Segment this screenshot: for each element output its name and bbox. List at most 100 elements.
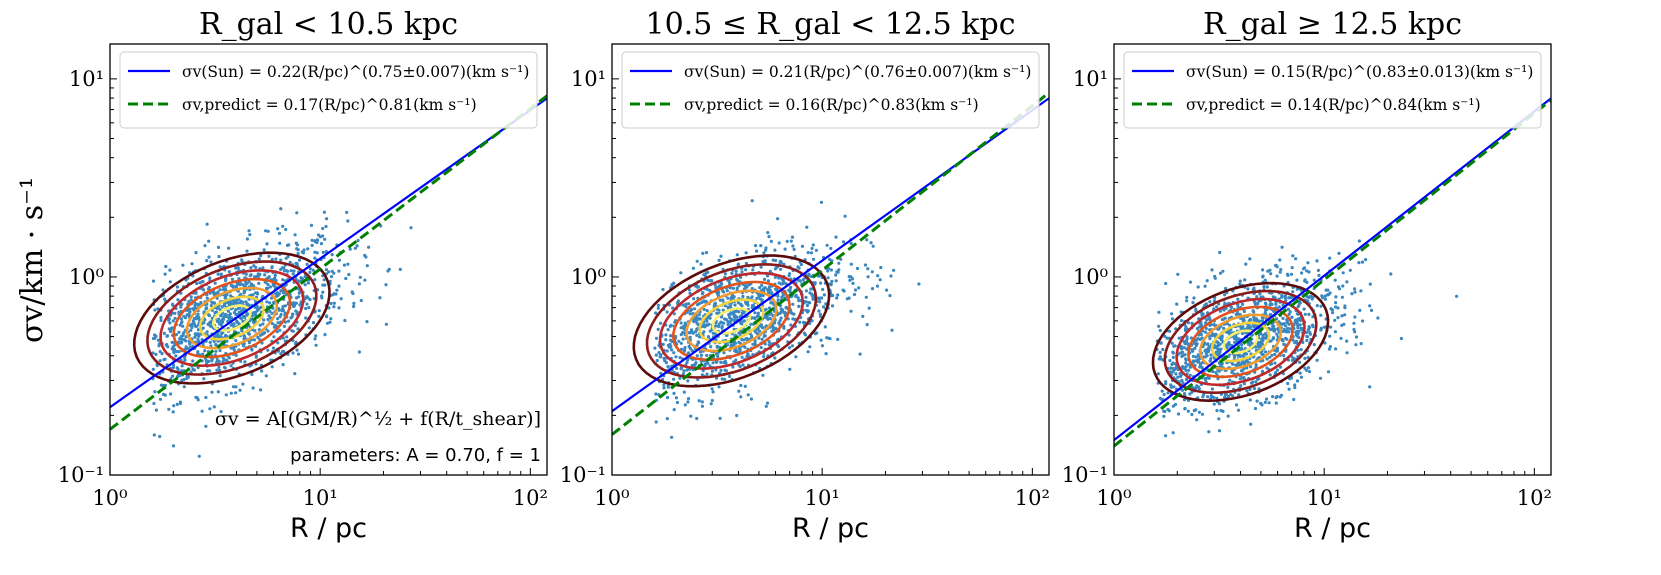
data-point: [1184, 340, 1188, 344]
data-point: [1172, 385, 1176, 389]
data-point: [1272, 329, 1277, 333]
data-point: [1245, 352, 1249, 356]
data-point: [745, 336, 749, 341]
contour-line: [1222, 329, 1259, 355]
data-point: [706, 270, 710, 274]
data-point: [282, 266, 286, 270]
data-point: [723, 368, 727, 372]
data-point: [296, 352, 301, 356]
data-point: [1271, 337, 1275, 341]
data-point: [1170, 370, 1174, 374]
data-point: [297, 291, 301, 295]
data-point: [755, 249, 759, 253]
data-point: [1246, 287, 1250, 291]
data-point: [196, 337, 200, 341]
data-point: [659, 355, 663, 359]
data-point: [735, 413, 739, 418]
data-point: [1343, 313, 1347, 317]
data-point: [1173, 402, 1178, 407]
legend-label: σv(Sun) = 0.15(R/pc)^(0.83±0.013)(km s⁻¹…: [1186, 63, 1533, 81]
data-point: [251, 386, 255, 390]
data-point: [797, 304, 801, 308]
data-point: [1299, 348, 1303, 352]
data-point: [1264, 397, 1269, 401]
data-point: [275, 294, 279, 298]
data-point: [917, 282, 921, 286]
data-point: [686, 400, 690, 404]
data-point: [714, 368, 718, 372]
data-point: [686, 397, 691, 401]
data-point: [1296, 348, 1300, 352]
data-point: [173, 311, 177, 315]
data-point: [268, 309, 272, 313]
data-point: [1308, 330, 1312, 335]
data-point: [278, 328, 282, 332]
data-point: [344, 276, 348, 281]
data-point: [158, 434, 162, 439]
data-point: [789, 239, 793, 243]
data-point: [321, 250, 325, 254]
data-point: [1283, 324, 1288, 328]
data-point: [283, 304, 288, 308]
data-point: [730, 271, 734, 275]
data-point: [1242, 367, 1246, 371]
data-point: [1212, 402, 1216, 406]
data-point: [282, 269, 287, 273]
data-point: [206, 322, 210, 326]
data-point: [662, 383, 666, 387]
contour-line: [1187, 305, 1294, 379]
data-point: [821, 287, 825, 292]
predict-line: [612, 91, 1049, 436]
data-point: [204, 395, 208, 400]
axes-frame: [1113, 43, 1552, 476]
data-point: [674, 396, 679, 400]
data-point: [760, 337, 764, 341]
data-point: [837, 261, 841, 265]
data-point: [811, 257, 816, 261]
data-point: [234, 391, 238, 395]
contour-line: [632, 254, 831, 388]
data-point: [1226, 414, 1230, 418]
data-point: [1319, 304, 1323, 308]
data-point: [1195, 418, 1199, 422]
data-point: [337, 269, 341, 273]
data-point: [735, 253, 739, 257]
data-point: [357, 350, 361, 354]
data-point: [249, 273, 253, 277]
data-point: [1303, 266, 1307, 270]
data-point: [731, 365, 735, 369]
data-point: [661, 287, 665, 292]
data-point: [352, 304, 356, 309]
data-point: [205, 369, 209, 373]
data-point: [755, 296, 759, 300]
data-point: [683, 403, 687, 407]
data-point: [890, 328, 894, 332]
data-point: [1210, 333, 1214, 337]
x-tick-label: 10²: [1015, 486, 1050, 510]
data-point: [1354, 335, 1359, 339]
data-point: [1298, 317, 1302, 321]
data-point: [167, 317, 171, 321]
data-point: [1311, 325, 1315, 329]
data-point: [1303, 366, 1307, 370]
data-point: [1340, 295, 1344, 299]
data-point: [203, 349, 207, 353]
contour-line: [172, 277, 292, 359]
x-tick-label: 10¹: [805, 486, 840, 510]
data-point: [279, 352, 283, 356]
data-point: [1291, 358, 1295, 363]
data-point: [216, 334, 220, 338]
data-point: [181, 263, 185, 267]
data-point: [188, 307, 192, 311]
legend-label: σv(Sun) = 0.22(R/pc)^(0.75±0.007)(km s⁻¹…: [182, 63, 529, 81]
data-point: [1303, 312, 1307, 316]
data-point: [332, 301, 336, 305]
data-point: [681, 303, 685, 307]
data-point: [1278, 365, 1283, 369]
data-point: [182, 385, 186, 389]
data-point: [1250, 380, 1255, 384]
data-point: [196, 312, 200, 316]
data-point: [1243, 361, 1247, 365]
data-point: [723, 317, 727, 321]
data-point: [276, 341, 280, 345]
